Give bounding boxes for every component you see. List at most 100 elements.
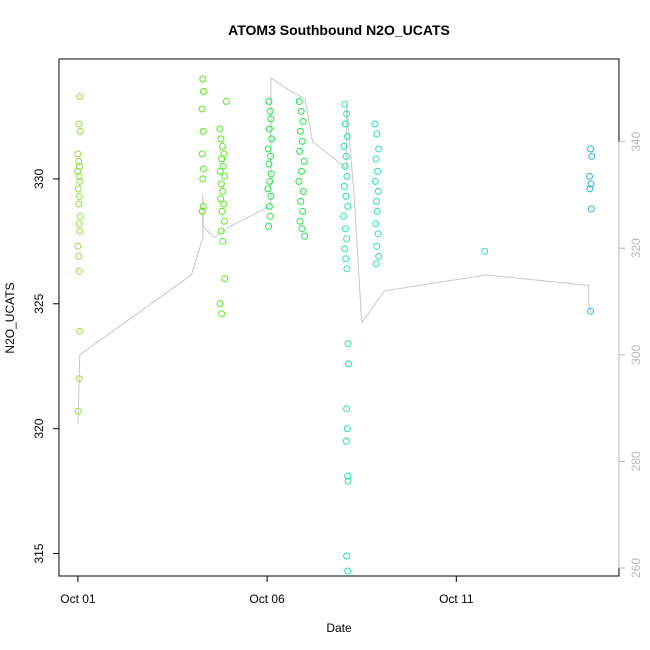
data-point xyxy=(219,187,227,195)
data-point xyxy=(75,162,83,170)
plot-frame xyxy=(58,58,620,577)
y2-tick-label: 340 xyxy=(629,131,643,151)
data-point xyxy=(340,142,348,150)
y2-tick-label: 300 xyxy=(629,344,643,364)
data-point xyxy=(375,252,383,260)
data-point xyxy=(264,145,272,153)
data-point xyxy=(217,135,225,143)
data-point xyxy=(373,242,381,250)
data-point xyxy=(372,155,380,163)
y-tick-label: 315 xyxy=(32,543,46,563)
data-point xyxy=(267,170,275,178)
x-axis-label: Date xyxy=(326,621,352,635)
data-point xyxy=(301,232,309,240)
chart-title: ATOM3 Southbound N2O_UCATS xyxy=(228,22,450,38)
data-point xyxy=(216,167,224,175)
data-point xyxy=(216,300,224,308)
data-point xyxy=(371,177,379,185)
data-point xyxy=(75,375,83,383)
data-point xyxy=(217,227,225,235)
data-point xyxy=(295,177,303,185)
data-point xyxy=(200,165,207,173)
x-tick-label: Oct 06 xyxy=(249,592,285,606)
data-point xyxy=(75,220,83,228)
data-point xyxy=(218,207,226,215)
data-point xyxy=(74,167,82,175)
data-point xyxy=(199,75,207,83)
data-point xyxy=(266,212,274,220)
data-point xyxy=(296,217,304,225)
data-point xyxy=(343,132,351,140)
data-point xyxy=(265,125,273,133)
data-point xyxy=(218,155,226,163)
data-point xyxy=(371,120,379,128)
data-point xyxy=(345,360,352,368)
data-point xyxy=(374,167,382,175)
data-point xyxy=(221,275,229,283)
data-point xyxy=(75,267,83,275)
data-point xyxy=(75,172,83,180)
y-tick-label: 330 xyxy=(32,169,46,189)
data-point xyxy=(267,115,275,123)
data-point xyxy=(295,98,303,105)
y2-tick-label: 280 xyxy=(629,451,643,471)
data-point xyxy=(219,162,227,170)
data-point xyxy=(343,552,351,560)
altitude-track-line xyxy=(77,76,592,425)
data-point xyxy=(217,180,225,188)
data-point xyxy=(587,205,595,213)
data-point xyxy=(220,217,228,225)
data-point xyxy=(297,197,305,205)
data-points xyxy=(74,75,596,575)
altitude-track xyxy=(77,76,592,425)
data-point xyxy=(200,88,207,95)
data-point xyxy=(75,192,83,200)
data-point xyxy=(341,225,349,233)
y-tick-label: 325 xyxy=(32,293,46,313)
data-point xyxy=(342,255,350,263)
data-point xyxy=(76,327,84,335)
data-point xyxy=(76,93,84,100)
y-tick-label: 320 xyxy=(32,418,46,438)
data-point xyxy=(198,207,206,215)
data-point xyxy=(588,152,596,160)
data-point xyxy=(216,125,224,133)
data-point xyxy=(344,340,352,348)
data-point xyxy=(75,157,83,165)
data-point xyxy=(373,207,381,215)
data-point xyxy=(342,192,350,200)
data-point xyxy=(373,197,380,205)
data-point xyxy=(299,117,307,125)
data-point xyxy=(375,145,383,153)
data-point xyxy=(221,172,229,180)
data-point xyxy=(372,260,380,268)
data-point xyxy=(265,98,273,105)
data-point xyxy=(219,142,226,150)
data-point xyxy=(587,180,595,188)
data-point xyxy=(222,98,230,105)
x-tick-label: Oct 01 xyxy=(60,592,96,606)
data-point xyxy=(341,245,349,253)
data-point xyxy=(265,202,273,210)
data-point xyxy=(74,185,82,193)
y-axis-label: N2O_UCATS xyxy=(3,282,17,353)
data-point xyxy=(76,212,84,220)
axes: Oct 01 Oct 06 Oct 11 315 320 325 330 260 280 300 3… xyxy=(32,58,643,606)
data-point xyxy=(298,137,306,145)
data-point xyxy=(298,225,306,233)
data-point xyxy=(266,107,274,115)
data-point xyxy=(265,222,273,230)
data-point xyxy=(343,405,351,413)
x-tick-label: Oct 11 xyxy=(439,592,474,606)
data-point xyxy=(343,172,351,180)
data-point xyxy=(342,437,350,445)
data-point xyxy=(198,150,206,158)
data-point xyxy=(299,187,307,195)
data-point xyxy=(343,235,351,243)
data-point xyxy=(298,167,305,175)
data-point xyxy=(76,227,84,235)
data-point xyxy=(75,120,83,128)
data-point xyxy=(344,567,352,575)
data-point xyxy=(344,472,352,480)
data-point xyxy=(76,177,84,185)
